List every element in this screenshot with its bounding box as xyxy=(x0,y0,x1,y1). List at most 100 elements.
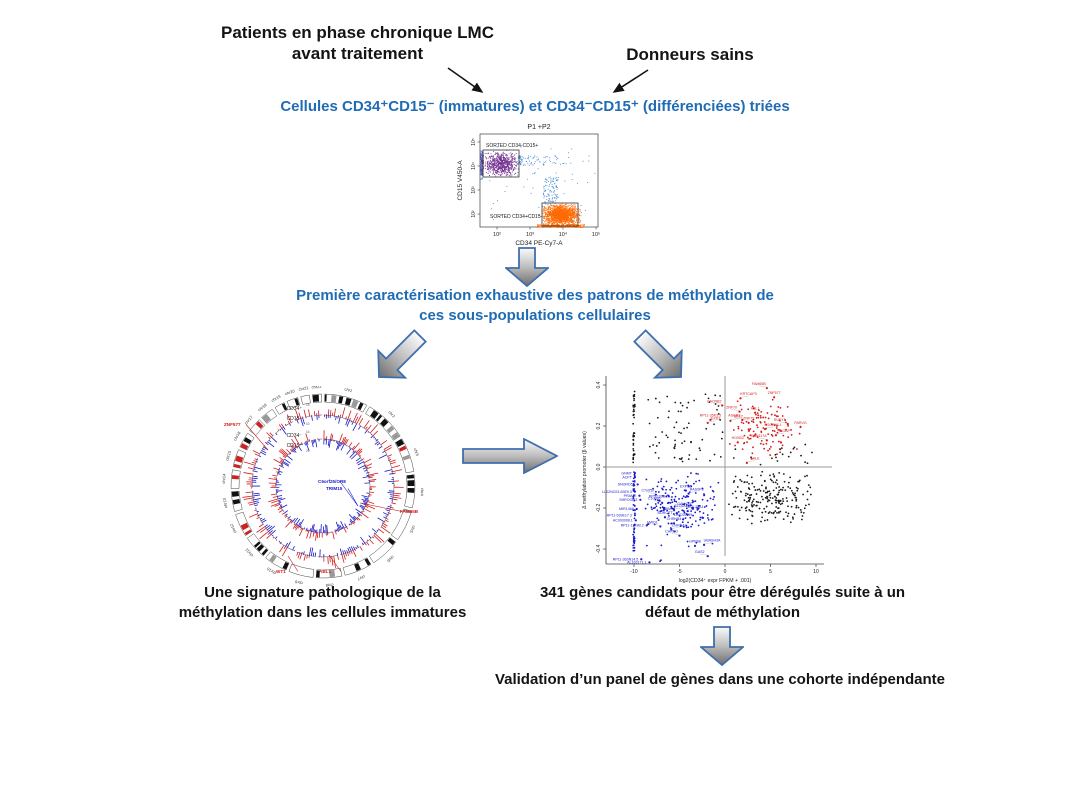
svg-text:0.2: 0.2 xyxy=(596,422,602,429)
scatter-gene-label: GNMT xyxy=(621,471,632,475)
scatter-gene-label: RP11-35K3.5 xyxy=(700,414,721,418)
scatter-gene-label: RUFY1 xyxy=(774,418,786,422)
scatter-gene-label: GPR68 xyxy=(689,540,701,544)
scatter-gene-label: ZNF75 xyxy=(743,417,754,421)
scatter-gene-label: HOXB2 xyxy=(732,436,744,440)
scatter-gene-label: DSCAML1 xyxy=(765,423,782,427)
flow-ylabel: CD15 V450-A xyxy=(457,160,464,201)
scatter-gene-label: RP6-109B7.5 xyxy=(649,495,671,499)
diagonal-left-block-arrow-icon xyxy=(377,329,427,379)
svg-text:10²: 10² xyxy=(493,232,501,238)
svg-text:0: 0 xyxy=(724,569,727,575)
scatter-gene-label: RP11-1149B.2 xyxy=(621,524,644,528)
scatter-gene-label: CHRNA3 xyxy=(672,523,687,527)
scatter-xlabel: log2(CD34⁺ expr FPKM + .001) xyxy=(679,578,752,584)
flow-gate-top-label: SORTED CD34-CD15+ xyxy=(486,143,538,149)
circos-chr-label: chr8 xyxy=(325,583,334,589)
sorted-cells-heading: Cellules CD34⁺CD15⁻ (immatures) et CD34⁻… xyxy=(280,98,790,115)
candidate-genes-caption-line2: défaut de méthylation xyxy=(644,604,801,621)
step2-line1: Première caractérisation exhaustive des … xyxy=(296,287,774,304)
circos-methylation-plot: chr1 chr2 chr3 chr4 chr5 chr6 chr7 chr8 chr9 chr1… xyxy=(221,386,425,589)
circos-chr-label: chr10 xyxy=(265,566,277,576)
circos-chr-label: chr2 xyxy=(387,410,397,420)
circos-chr-label: chr20 xyxy=(284,388,296,396)
circos-chr-label: chr22 xyxy=(311,386,322,390)
scatter-gene-label: FAM117A xyxy=(751,434,767,438)
svg-text:-5: -5 xyxy=(677,569,682,575)
scatter-gene-label: CHRND xyxy=(665,529,678,533)
svg-text:0.4: 0.4 xyxy=(596,381,602,388)
circos-chr-label: chr6 xyxy=(386,554,396,563)
svg-text:10⁵: 10⁵ xyxy=(471,138,477,146)
circos-gene-label: FAM65B xyxy=(400,509,419,514)
svg-text:10³: 10³ xyxy=(526,232,534,238)
circos-gene-label: TRIM15 xyxy=(326,486,343,491)
donors-label: Donneurs sains xyxy=(626,45,754,64)
step2-line2: ces sous-populations cellulaires xyxy=(419,307,651,324)
svg-text:14: 14 xyxy=(306,430,310,434)
circos-chr-label: chr21 xyxy=(298,386,310,392)
patients-label-line1: Patients en phase chronique LMC xyxy=(221,23,494,42)
svg-text:-0.4: -0.4 xyxy=(596,544,602,553)
svg-text:10³: 10³ xyxy=(471,186,477,194)
scatter-gene-label: ABL1 xyxy=(751,406,760,410)
methylation-characterisation-heading: Première caractérisation exhaustive des … xyxy=(235,286,835,326)
svg-text:10⁵: 10⁵ xyxy=(592,231,600,238)
circos-gene-label: ZNF577 xyxy=(224,422,241,427)
circos-caption-line2: méthylation dans les cellules immatures xyxy=(178,604,467,621)
scatter-gene-label: NWD1 xyxy=(647,520,658,524)
svg-text:29: 29 xyxy=(306,449,310,453)
scatter-gene-label: PARVG xyxy=(794,421,806,425)
scatter-gene-label: RP11-363N14.5 xyxy=(613,557,639,561)
scatter-gene-label: CACNB2 xyxy=(707,399,722,403)
validation-text: Validation d’un panel de gènes dans une … xyxy=(494,671,946,688)
scatter-gene-label: C1orf95 xyxy=(648,497,661,501)
circos-gene-label: C6orf25/OR8 xyxy=(318,479,346,484)
scatter-gene-label: FAM65B xyxy=(752,382,766,386)
circos-chr-label: chr13 xyxy=(222,497,229,508)
circos-chr-label: chr19 xyxy=(270,393,282,403)
circos-chr-label: chr15 xyxy=(224,449,232,461)
scatter-gene-label: PRAME xyxy=(624,494,637,498)
circos-chr-label: chr5 xyxy=(408,525,416,535)
scatter-gene-label: TRIM50 xyxy=(662,507,675,511)
svg-text:-10: -10 xyxy=(630,569,637,575)
scatter-gene-label: SHROOM3 xyxy=(619,498,637,502)
flow-cytometry-plot: P1 +P2 SORTED CD34-CD15+ SORTED CD34+CD15-… xyxy=(457,124,600,247)
scatter-gene-label: GALE xyxy=(750,457,760,461)
scatter-gene-label: GALNT9 xyxy=(677,502,691,506)
scatter-gene-label: CHRNB4 xyxy=(667,517,682,521)
circos-track-label: CD15⁻ xyxy=(287,416,303,422)
down-block-arrow-1-icon xyxy=(505,247,549,287)
scatter-gene-label: KRTCAP3 xyxy=(740,392,757,396)
scatter-gene-label: ZNF577 xyxy=(768,391,781,395)
flow-title: P1 +P2 xyxy=(527,124,550,131)
svg-text:10⁴: 10⁴ xyxy=(471,162,477,170)
scatter-gene-label: SLC6A16 xyxy=(674,504,689,508)
scatter-gene-label: TAGAP xyxy=(778,429,791,433)
flow-gate-cd34pos-cd15neg xyxy=(541,202,579,227)
scatter-gene-label: GAS2 xyxy=(695,550,705,554)
scatter-gene-label: RP11-539E17.3 xyxy=(607,513,632,517)
scatter-gene-label: RASSF8 xyxy=(690,487,704,491)
circos-gene-label: ABL1 xyxy=(319,569,331,574)
circos-chr-label: chr18 xyxy=(257,402,269,413)
circos-track-label: CD34⁻ xyxy=(287,433,303,439)
circos-chr-label: chr4 xyxy=(420,488,425,497)
scatter-gene-label: UBASH3A xyxy=(704,539,721,543)
scatter-gene-label: ZNF70 xyxy=(726,405,737,409)
scatter-ylabel: Δ methylation promoter (β values) xyxy=(582,431,588,509)
arrow-from-patients-icon xyxy=(447,67,484,93)
down-block-arrow-2-icon xyxy=(700,626,744,666)
scatter-gene-label: LINC00599 xyxy=(674,513,692,517)
flow-gate-bottom-label: SORTED CD34+CD15- xyxy=(490,214,543,220)
svg-text:14: 14 xyxy=(306,403,310,407)
circos-chr-label: chr7 xyxy=(356,574,366,582)
flow-xlabel: CD34 PE-Cy7-A xyxy=(515,240,563,247)
circos-chr-label: chr3 xyxy=(413,447,421,457)
expression-methylation-scatter-plot: -10 -5 0 5 10 0.4 0.2 0.0 -0.2 -0.4 log2(CD34⁺ exp… xyxy=(582,376,832,584)
svg-text:10: 10 xyxy=(813,569,819,575)
candidate-genes-caption-line1: 341 gènes candidats pour être dérégulés … xyxy=(539,584,906,601)
scatter-gene-label: COL23A1 xyxy=(688,505,704,509)
